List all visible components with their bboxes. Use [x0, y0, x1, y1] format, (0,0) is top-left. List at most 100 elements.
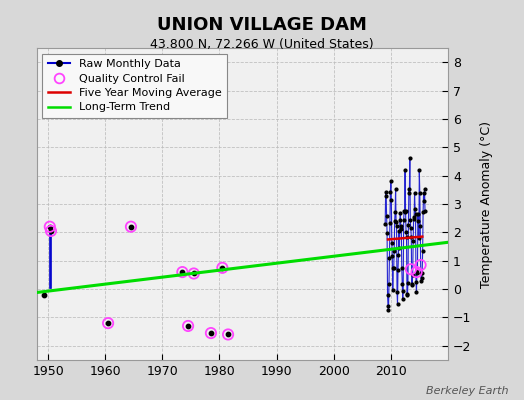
Point — [47, 228, 55, 234]
Point — [399, 288, 407, 294]
Point — [400, 208, 409, 215]
Point — [394, 266, 402, 273]
Point — [381, 221, 389, 227]
Point — [388, 240, 396, 246]
Point — [403, 292, 411, 298]
Point — [381, 189, 390, 196]
Point — [384, 303, 392, 309]
Point — [413, 270, 422, 276]
Text: 43.800 N, 72.266 W (United States): 43.800 N, 72.266 W (United States) — [150, 38, 374, 51]
Point — [392, 219, 400, 225]
Point — [417, 278, 425, 284]
Point — [391, 209, 399, 215]
Point — [409, 272, 417, 278]
Point — [398, 265, 406, 272]
Point — [399, 216, 408, 223]
Point — [394, 301, 402, 307]
Point — [207, 330, 215, 336]
Y-axis label: Temperature Anomaly (°C): Temperature Anomaly (°C) — [479, 120, 493, 288]
Point — [414, 218, 422, 225]
Point — [178, 269, 187, 275]
Point — [419, 208, 427, 215]
Point — [184, 323, 192, 329]
Point — [414, 211, 422, 218]
Point — [384, 307, 392, 314]
Text: UNION VILLAGE DAM: UNION VILLAGE DAM — [157, 16, 367, 34]
Point — [411, 206, 419, 212]
Point — [190, 270, 198, 277]
Point — [382, 192, 390, 199]
Point — [127, 224, 135, 230]
Point — [402, 228, 410, 235]
Point — [394, 252, 402, 258]
Point — [46, 224, 54, 230]
Point — [218, 265, 226, 271]
Point — [104, 320, 112, 326]
Point — [421, 208, 429, 214]
Point — [420, 198, 428, 204]
Point — [411, 211, 420, 217]
Point — [410, 216, 418, 222]
Point — [416, 190, 424, 196]
Point — [402, 234, 411, 240]
Point — [385, 280, 393, 287]
Point — [401, 167, 409, 173]
Point — [401, 208, 410, 214]
Point — [400, 208, 408, 214]
Point — [396, 209, 405, 216]
Point — [397, 223, 406, 229]
Point — [386, 219, 394, 226]
Point — [388, 252, 397, 259]
Point — [404, 280, 412, 286]
Point — [396, 217, 404, 223]
Point — [392, 223, 401, 230]
Point — [190, 270, 198, 277]
Point — [178, 269, 187, 275]
Point — [398, 281, 407, 288]
Point — [406, 155, 414, 162]
Point — [224, 331, 232, 338]
Point — [391, 186, 400, 192]
Point — [416, 223, 424, 230]
Point — [417, 270, 425, 276]
Point — [393, 289, 401, 295]
Point — [384, 292, 392, 298]
Point — [104, 320, 112, 326]
Point — [395, 228, 403, 234]
Point — [408, 281, 417, 287]
Point — [405, 186, 413, 193]
Point — [407, 266, 415, 272]
Point — [407, 225, 415, 232]
Point — [184, 323, 192, 329]
Point — [420, 186, 429, 193]
Point — [40, 292, 48, 298]
Point — [418, 270, 427, 276]
Point — [389, 287, 397, 293]
Point — [386, 188, 395, 195]
Point — [409, 238, 417, 245]
Point — [404, 222, 412, 228]
Point — [418, 275, 426, 282]
Point — [409, 214, 418, 220]
Point — [207, 330, 215, 336]
Point — [419, 248, 427, 254]
Point — [412, 289, 421, 296]
Point — [395, 245, 403, 251]
Point — [383, 230, 391, 236]
Point — [419, 190, 428, 196]
Point — [389, 264, 397, 271]
Point — [407, 233, 416, 240]
Point — [406, 217, 414, 224]
Point — [415, 167, 423, 174]
Point — [399, 296, 407, 302]
Point — [390, 248, 398, 254]
Point — [414, 235, 423, 241]
Point — [417, 262, 425, 268]
Point — [413, 267, 421, 273]
Point — [218, 265, 226, 271]
Text: Berkeley Earth: Berkeley Earth — [426, 386, 508, 396]
Point — [403, 291, 412, 297]
Point — [410, 190, 419, 196]
Point — [390, 218, 399, 224]
Point — [412, 269, 421, 275]
